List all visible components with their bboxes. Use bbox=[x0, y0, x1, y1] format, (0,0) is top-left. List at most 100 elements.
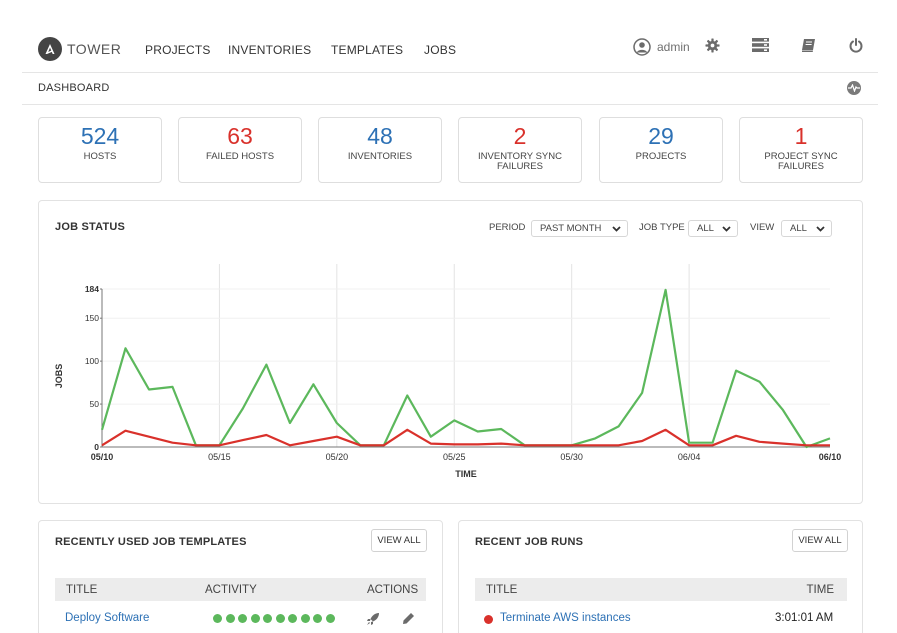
jobs-table-header: TITLE TIME bbox=[475, 578, 847, 601]
brand[interactable]: TOWER bbox=[38, 37, 121, 61]
count-label: PROJECTS bbox=[635, 151, 687, 162]
job-run-link[interactable]: Terminate AWS instances bbox=[500, 612, 631, 624]
activity-dot[interactable] bbox=[275, 614, 285, 623]
pencil-icon bbox=[403, 613, 414, 624]
activity-dot[interactable] bbox=[238, 614, 247, 623]
x-tick-label: 05/10 bbox=[91, 452, 114, 462]
template-activity-sparkline bbox=[213, 614, 338, 624]
documentation-button[interactable] bbox=[801, 38, 816, 53]
templates-table-header: TITLE ACTIVITY ACTIONS bbox=[55, 578, 426, 601]
x-tick-label: 06/04 bbox=[678, 452, 701, 462]
nav-inventories[interactable]: INVENTORIES bbox=[228, 43, 312, 57]
job-run-time: 3:01:01 AM bbox=[775, 612, 834, 624]
successful-jobs-line bbox=[100, 288, 831, 449]
y-tick-label: 184 bbox=[85, 284, 99, 294]
column-header-time[interactable]: TIME bbox=[806, 584, 834, 596]
activity-dot[interactable] bbox=[313, 614, 322, 623]
count-card-projects[interactable]: 29 PROJECTS bbox=[599, 117, 723, 183]
period-select[interactable]: PAST MONTH bbox=[531, 220, 628, 237]
y-tick-label: 0 bbox=[94, 442, 99, 452]
chevron-down-icon bbox=[722, 226, 731, 232]
logout-button[interactable] bbox=[849, 38, 863, 53]
count-card-hosts[interactable]: 524 HOSTS bbox=[38, 117, 162, 183]
edit-button[interactable] bbox=[402, 612, 415, 630]
brand-name: TOWER bbox=[67, 41, 122, 57]
activity-dot[interactable] bbox=[325, 614, 335, 623]
count-label: HOSTS bbox=[83, 151, 117, 162]
activity-dot[interactable] bbox=[250, 614, 260, 623]
nav-projects[interactable]: PROJECTS bbox=[145, 43, 211, 57]
count-value: 1 bbox=[794, 123, 808, 149]
y-tick-label: 150 bbox=[85, 313, 99, 323]
count-card-inventories[interactable]: 48 INVENTORIES bbox=[318, 117, 442, 183]
activity-stream-button[interactable] bbox=[847, 81, 861, 95]
activity-dot[interactable] bbox=[213, 614, 222, 623]
settings-button[interactable] bbox=[705, 38, 720, 53]
top-navigation: TOWER PROJECTS INVENTORIES TEMPLATES JOB… bbox=[0, 0, 897, 72]
launch-button[interactable] bbox=[366, 612, 380, 631]
count-value: 29 bbox=[648, 123, 674, 149]
view-label: VIEW bbox=[750, 222, 775, 233]
jobs-view-all-button[interactable]: VIEW ALL bbox=[792, 529, 848, 552]
x-tick-label: 05/20 bbox=[326, 452, 349, 462]
x-tick-label: 05/15 bbox=[208, 452, 231, 462]
nav-jobs[interactable]: JOBS bbox=[424, 43, 457, 57]
count-label: INVENTORY SYNC FAILURES bbox=[478, 151, 562, 172]
activity-dot[interactable] bbox=[300, 614, 310, 623]
count-value: 524 bbox=[80, 123, 120, 149]
period-value: PAST MONTH bbox=[540, 223, 602, 234]
job-status-failed-indicator bbox=[484, 615, 493, 624]
activity-dot[interactable] bbox=[263, 614, 272, 623]
count-label: FAILED HOSTS bbox=[205, 151, 275, 162]
rocket-icon bbox=[367, 613, 379, 625]
count-label: PROJECT SYNC FAILURES bbox=[764, 151, 838, 172]
nav-divider bbox=[22, 72, 878, 73]
failed-jobs-line bbox=[101, 428, 830, 447]
x-tick-label: 05/25 bbox=[443, 452, 466, 462]
view-value: ALL bbox=[790, 223, 807, 234]
nav-templates[interactable]: TEMPLATES bbox=[331, 43, 404, 57]
view-select[interactable]: ALL bbox=[781, 220, 832, 237]
power-icon bbox=[849, 38, 863, 53]
recent-templates-title: RECENTLY USED JOB TEMPLATES bbox=[55, 536, 247, 548]
period-label: PERIOD bbox=[489, 222, 526, 233]
count-card-project-sync-failures[interactable]: 1 PROJECT SYNC FAILURES bbox=[739, 117, 863, 183]
x-axis-title: TIME bbox=[455, 469, 477, 479]
template-link[interactable]: Deploy Software bbox=[65, 612, 150, 624]
user-menu[interactable]: admin bbox=[633, 38, 690, 56]
user-avatar-icon bbox=[633, 38, 651, 56]
y-axis-title: JOBS bbox=[54, 364, 64, 389]
column-header-activity: ACTIVITY bbox=[205, 584, 257, 596]
activity-dot[interactable] bbox=[288, 614, 297, 623]
job-status-chart: 0 50 100 150 184 05/10 05/15 05/20 05/25 05/30 06/… bbox=[54, 264, 842, 479]
count-value: 63 bbox=[227, 123, 253, 149]
templates-view-all-button[interactable]: VIEW ALL bbox=[371, 529, 427, 552]
job-status-title: JOB STATUS bbox=[55, 221, 126, 233]
x-tick-label: 06/10 bbox=[819, 452, 842, 462]
recent-jobs-title: RECENT JOB RUNS bbox=[475, 536, 584, 548]
username: admin bbox=[657, 40, 690, 54]
job-type-select[interactable]: ALL bbox=[688, 220, 738, 237]
count-card-failed-hosts[interactable]: 63 FAILED HOSTS bbox=[178, 117, 302, 183]
x-tick-label: 05/30 bbox=[560, 452, 583, 462]
y-tick-label: 50 bbox=[90, 399, 100, 409]
book-icon bbox=[802, 39, 815, 52]
activity-dot[interactable] bbox=[225, 614, 235, 623]
y-tick-label: 100 bbox=[85, 356, 99, 366]
column-header-title[interactable]: TITLE bbox=[66, 584, 98, 596]
job-status-panel bbox=[38, 200, 863, 504]
breadcrumb: DASHBOARD bbox=[38, 82, 110, 94]
count-label: INVENTORIES bbox=[347, 151, 413, 162]
server-status-button[interactable] bbox=[752, 38, 769, 52]
breadcrumb-divider bbox=[22, 104, 878, 105]
server-icon bbox=[752, 38, 769, 52]
job-type-value: ALL bbox=[697, 223, 714, 234]
chevron-down-icon bbox=[816, 226, 825, 232]
job-type-label: JOB TYPE bbox=[639, 222, 685, 233]
chevron-down-icon bbox=[612, 226, 621, 232]
count-value: 2 bbox=[513, 123, 527, 149]
count-card-inventory-sync-failures[interactable]: 2 INVENTORY SYNC FAILURES bbox=[458, 117, 582, 183]
activity-stream-icon bbox=[848, 84, 860, 92]
column-header-title[interactable]: TITLE bbox=[486, 584, 518, 596]
gear-icon bbox=[705, 38, 720, 53]
